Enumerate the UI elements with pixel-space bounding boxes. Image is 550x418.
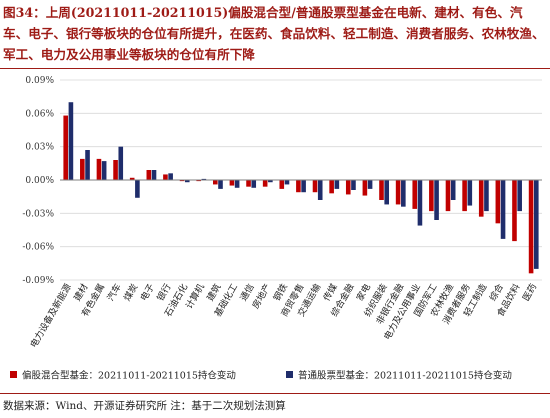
y-tick-label: -0.06% [22, 243, 54, 253]
bar-series-2 [500, 180, 506, 239]
bar-series-2 [334, 180, 340, 189]
bar-series-1 [412, 180, 418, 209]
y-tick-label: 0.09% [25, 76, 54, 86]
legend: 偏股混合型基金：20211011-20211015持仓变动 普通股票型基金：20… [10, 370, 512, 382]
bar-series-1 [445, 180, 451, 212]
x-category-label: 医药 [521, 282, 540, 303]
bar-series-2 [251, 180, 257, 188]
bar-series-2 [101, 161, 107, 180]
bar-series-2 [367, 180, 373, 189]
bar-series-1 [179, 180, 185, 182]
bar-series-2 [135, 180, 140, 198]
bar-series-2 [68, 102, 74, 180]
x-category-label: 电力设备及新能源 [28, 282, 74, 350]
bar-series-2 [384, 180, 389, 205]
bar-series-2 [234, 180, 240, 188]
bar-series-1 [163, 174, 168, 180]
source-note: 数据来源：Wind、开源证券研究所 注：基于二次规划法测算 [3, 400, 286, 412]
bar-series-2 [533, 180, 539, 269]
figure-title: 图34：上周(20211011-20211015)偏股混合型/普通股票型基金在电… [3, 5, 545, 62]
bar-series-2 [184, 180, 190, 183]
bar-series-2 [467, 180, 473, 206]
bar-series-2 [201, 178, 207, 180]
x-category-label: 煤炭 [121, 282, 140, 304]
bar-series-1 [395, 180, 401, 205]
bar-series-2 [450, 180, 456, 200]
bar-series-1 [462, 180, 467, 212]
bar-series-2 [218, 180, 223, 189]
bars [63, 102, 539, 274]
y-axis-tick-labels: 0.09% 0.06% 0.03% 0.00% -0.03% -0.06% -0.09% [22, 76, 54, 286]
bar-series-1 [429, 180, 434, 212]
footer-divider [0, 393, 550, 394]
legend-label-series-1: 偏股混合型基金：20211011-20211015持仓变动 [22, 370, 236, 382]
title-divider [0, 68, 550, 69]
bar-series-1 [262, 180, 268, 187]
legend-swatch-series-1 [10, 371, 17, 378]
bar-series-1 [495, 180, 501, 224]
bar-series-2 [85, 150, 90, 180]
bar-series-1 [96, 158, 102, 180]
bar-series-2 [151, 170, 157, 180]
x-axis-category-labels: 电力设备及新能源建材有色金属汽车煤炭电子银行石油石化计算机建筑基础化工通信房地产… [28, 281, 540, 349]
bar-series-2 [401, 180, 406, 207]
y-gridlines [60, 79, 542, 281]
bar-series-2 [168, 173, 173, 180]
bar-series-1 [63, 115, 69, 180]
bar-series-2 [484, 180, 489, 212]
x-category-label: 电子 [138, 282, 157, 304]
bar-series-1 [345, 180, 351, 195]
y-tick-label: 0.03% [25, 143, 54, 153]
bar-series-2 [517, 180, 522, 212]
bar-series-2 [434, 180, 439, 220]
bar-series-1 [129, 177, 135, 180]
bar-series-1 [279, 180, 285, 189]
y-tick-label: 0.00% [25, 176, 54, 186]
bar-series-1 [512, 180, 517, 242]
bar-series-1 [362, 180, 368, 196]
bar-series-1 [80, 158, 85, 180]
bar-series-1 [478, 180, 484, 217]
bar-series-2 [417, 180, 423, 226]
bar-chart: 0.09% 0.06% 0.03% 0.00% -0.03% -0.06% -0.09% 电… [10, 76, 542, 382]
bar-series-1 [246, 180, 251, 187]
bar-series-2 [268, 180, 273, 183]
x-category-label: 汽车 [104, 282, 123, 304]
legend-swatch-series-2 [286, 371, 293, 378]
bar-series-1 [296, 180, 301, 193]
bar-series-2 [301, 180, 306, 193]
bar-series-1 [146, 170, 152, 180]
bar-series-1 [229, 180, 235, 186]
bar-series-2 [118, 146, 124, 180]
bar-series-1 [113, 160, 118, 180]
bar-series-2 [284, 180, 290, 185]
legend-label-series-2: 普通股票型基金：20211011-20211015持仓变动 [298, 370, 512, 382]
bar-series-1 [213, 180, 218, 185]
bar-series-2 [317, 180, 323, 200]
bar-series-1 [528, 180, 534, 274]
y-tick-label: 0.06% [25, 109, 54, 119]
bar-series-1 [329, 180, 334, 194]
bar-series-1 [379, 180, 384, 200]
bar-series-1 [312, 180, 318, 193]
bar-series-1 [196, 180, 201, 182]
bar-series-2 [351, 180, 356, 190]
y-tick-label: -0.09% [22, 276, 54, 286]
y-tick-label: -0.03% [22, 209, 54, 219]
